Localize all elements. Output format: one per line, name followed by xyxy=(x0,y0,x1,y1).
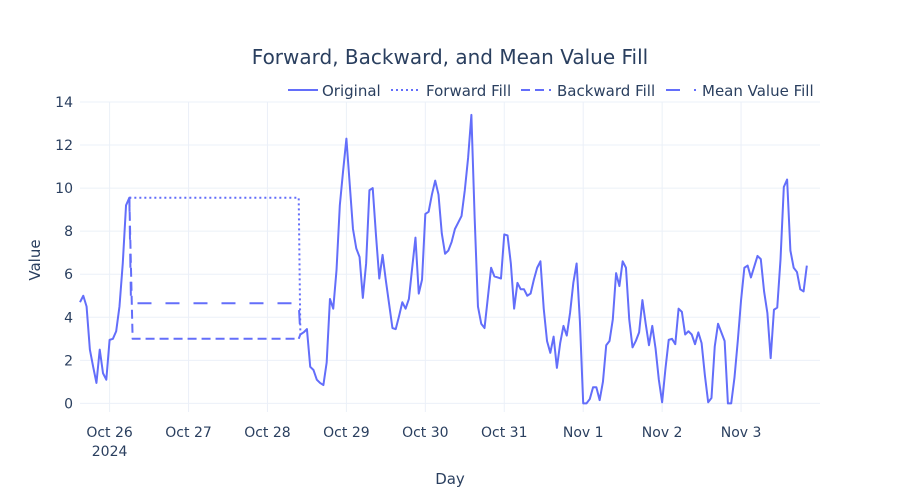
y-tick-label: 14 xyxy=(55,95,73,111)
x-tick-label: Nov 2 xyxy=(642,425,683,441)
y-tick-label: 10 xyxy=(55,181,73,197)
x-tick-sublabel: 2024 xyxy=(92,444,128,460)
x-tick-label: Oct 26 xyxy=(86,425,133,441)
x-tick-label: Oct 31 xyxy=(481,425,527,441)
x-tick-label: Oct 27 xyxy=(165,425,211,441)
legend-label-original: Original xyxy=(322,82,381,100)
y-axis-title: Value xyxy=(26,239,44,280)
y-tick-label: 12 xyxy=(55,138,73,154)
x-axis-title: Day xyxy=(435,470,465,488)
legend-label-mean-value-fill: Mean Value Fill xyxy=(702,82,814,100)
y-tick-label: 6 xyxy=(64,267,73,283)
y-tick-label: 8 xyxy=(64,224,73,240)
x-tick-label: Oct 30 xyxy=(402,425,448,441)
legend-label-backward-fill: Backward Fill xyxy=(557,82,655,100)
x-tick-label: Nov 1 xyxy=(563,425,604,441)
x-tick-label: Nov 3 xyxy=(721,425,762,441)
y-tick-label: 4 xyxy=(64,310,73,326)
x-tick-label: Oct 29 xyxy=(323,425,369,441)
y-tick-label: 0 xyxy=(64,396,73,412)
y-tick-label: 2 xyxy=(64,353,73,369)
x-tick-label: Oct 28 xyxy=(244,425,290,441)
chart-title: Forward, Backward, and Mean Value Fill xyxy=(252,45,648,69)
legend-label-forward-fill: Forward Fill xyxy=(426,82,511,100)
